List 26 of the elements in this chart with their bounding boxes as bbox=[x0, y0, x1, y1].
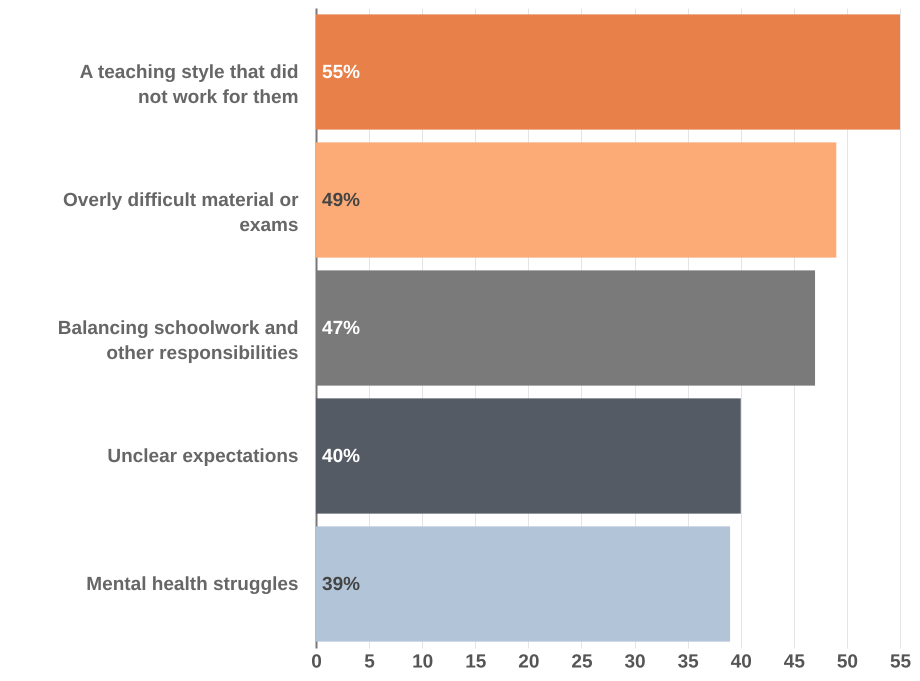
bar bbox=[316, 142, 836, 258]
y-tick-label: Balancing schoolwork and other responsibilities bbox=[58, 318, 298, 364]
y-tick-label: Mental health struggles bbox=[86, 574, 298, 595]
x-tick-label: 5 bbox=[364, 652, 376, 672]
data-label: 49% bbox=[322, 190, 360, 211]
x-tick-label: 10 bbox=[412, 652, 434, 672]
y-tick-label: Overly difficult material or exams bbox=[63, 190, 300, 236]
bar bbox=[316, 14, 900, 130]
x-tick-label: 0 bbox=[311, 652, 322, 672]
x-tick-label: 35 bbox=[678, 652, 700, 672]
x-tick-label: 15 bbox=[465, 652, 487, 672]
bar bbox=[316, 398, 741, 514]
data-label: 40% bbox=[322, 446, 360, 467]
data-label: 47% bbox=[322, 318, 360, 339]
x-tick-label: 40 bbox=[730, 652, 752, 672]
data-label: 39% bbox=[322, 574, 360, 595]
x-tick-label: 30 bbox=[624, 652, 646, 672]
x-tick-label: 55 bbox=[890, 652, 912, 672]
x-tick-label: 45 bbox=[784, 652, 806, 672]
data-label: 55% bbox=[322, 62, 360, 83]
x-tick-label: 20 bbox=[518, 652, 540, 672]
y-tick-label: Unclear expectations bbox=[107, 446, 298, 467]
x-tick-label: 50 bbox=[836, 652, 858, 672]
bar bbox=[316, 526, 730, 642]
x-tick-label: 25 bbox=[571, 652, 593, 672]
y-tick-label: A teaching style that did not work for them bbox=[80, 62, 298, 108]
